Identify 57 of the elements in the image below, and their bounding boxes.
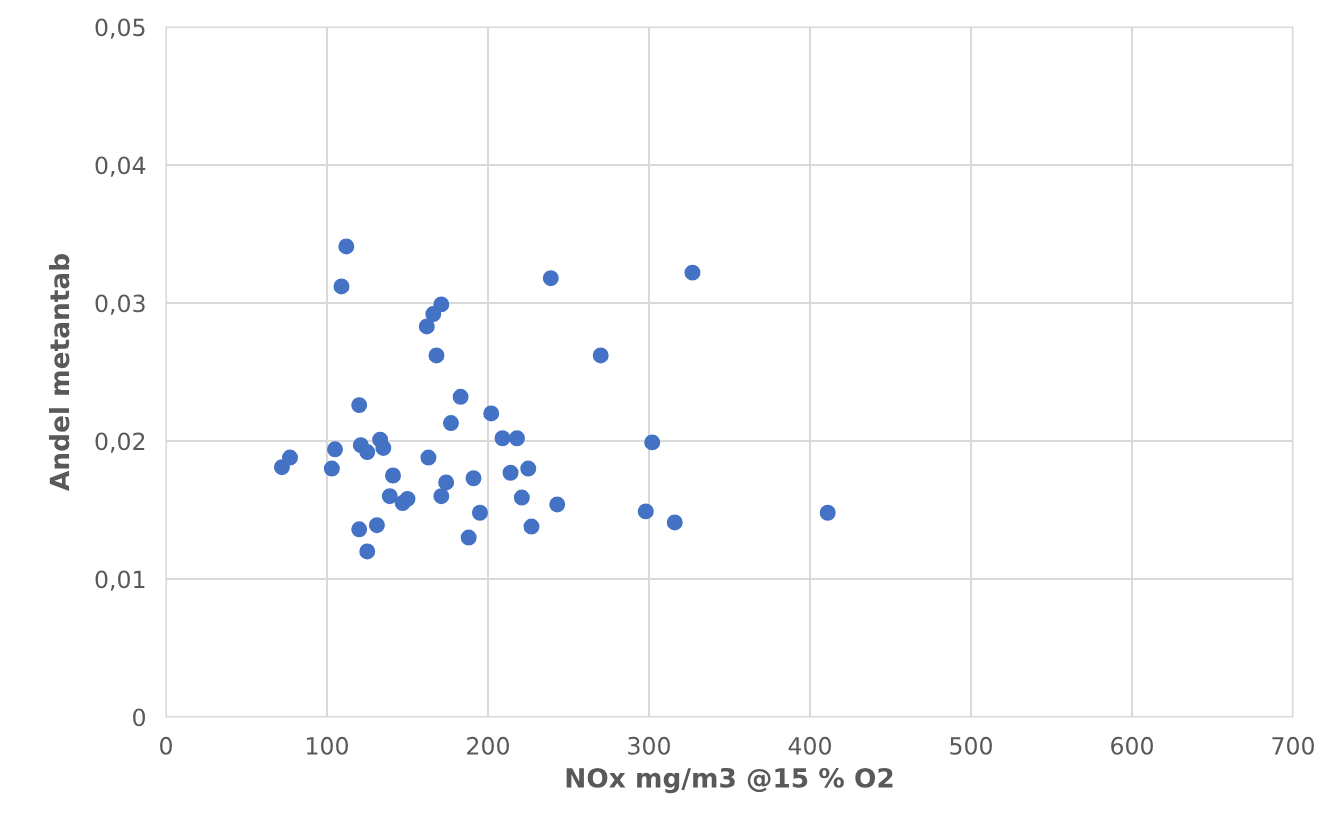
point (471, 504, 488, 521)
point (359, 444, 376, 461)
point (368, 517, 385, 534)
point (351, 397, 368, 414)
point (502, 464, 519, 481)
point (375, 439, 392, 456)
point (381, 488, 398, 505)
point (819, 504, 836, 521)
point (513, 489, 530, 506)
point (666, 514, 683, 531)
point (523, 518, 540, 535)
point (520, 460, 537, 477)
x-tick-label: 100 (307, 736, 348, 755)
point (418, 318, 435, 335)
point (359, 543, 376, 560)
point (549, 496, 566, 513)
y-tick-label: 0,01 (95, 570, 145, 591)
point (637, 503, 654, 520)
point (644, 434, 661, 451)
y-tick-label: 0,05 (95, 18, 145, 39)
point (684, 264, 701, 281)
point (338, 238, 355, 255)
x-tick-label: 500 (950, 736, 992, 755)
point (273, 459, 290, 476)
x-tick-label: 0 (160, 736, 172, 755)
point (452, 388, 469, 405)
point (327, 441, 344, 458)
y-axis-title: Andel metantab (49, 254, 70, 491)
y-tick-label: 0,03 (95, 294, 145, 315)
point (281, 449, 298, 466)
y-tick-label: 0,02 (95, 432, 145, 453)
point (333, 278, 350, 295)
point (438, 474, 455, 491)
y-tick-label: 0 (133, 708, 145, 727)
point (433, 296, 450, 313)
point (351, 521, 368, 538)
point (592, 347, 609, 364)
x-tick-label: 300 (628, 736, 670, 755)
point (399, 490, 416, 507)
x-tick-label: 700 (1272, 736, 1314, 755)
point (385, 467, 401, 484)
point (465, 470, 482, 487)
y-tick-label: 0,04 (95, 156, 146, 177)
point (542, 270, 559, 287)
point (460, 529, 477, 546)
point (420, 449, 437, 466)
x-tick-label: 400 (788, 736, 831, 755)
x-tick-label: 200 (467, 736, 509, 755)
point (483, 405, 500, 422)
point (509, 430, 525, 447)
point (428, 347, 445, 364)
point (433, 488, 450, 505)
point (442, 415, 459, 432)
x-axis-title: NOx mg/m3 @15 % O2 (566, 767, 893, 794)
x-tick-label: 600 (1111, 736, 1153, 755)
point (323, 460, 340, 477)
point (494, 430, 511, 447)
